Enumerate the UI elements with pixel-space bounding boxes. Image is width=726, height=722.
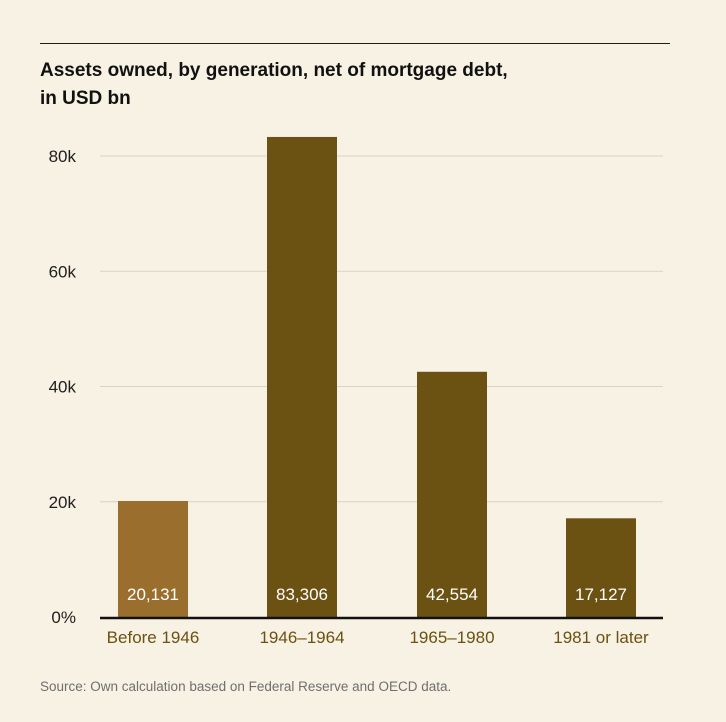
- data-label: 83,306: [276, 585, 328, 604]
- top-rule: [40, 43, 670, 44]
- y-tick-label: 40k: [49, 378, 77, 397]
- x-tick-label: 1946–1964: [259, 628, 344, 647]
- bar: [118, 500, 188, 617]
- y-tick-label: 0%: [51, 608, 76, 627]
- chart-title: Assets owned, by generation, net of mort…: [40, 57, 680, 113]
- y-tick-label: 20k: [49, 493, 77, 512]
- x-tick-label: Before 1946: [107, 628, 200, 647]
- data-label: 20,131: [127, 585, 179, 604]
- chart-title-line-2: in USD bn: [40, 88, 131, 109]
- chart-title-line-1: Assets owned, by generation, net of mort…: [40, 60, 508, 81]
- bar: [417, 371, 487, 617]
- y-tick-label: 80k: [49, 147, 77, 166]
- bar: [267, 136, 337, 618]
- x-tick-label: 1965–1980: [409, 628, 494, 647]
- data-label: 17,127: [575, 585, 627, 604]
- bar: [566, 518, 636, 617]
- x-tick-label: 1981 or later: [553, 628, 649, 647]
- source-note: Source: Own calculation based on Federal…: [40, 679, 452, 694]
- data-label: 42,554: [426, 585, 478, 604]
- y-tick-label: 60k: [49, 262, 77, 281]
